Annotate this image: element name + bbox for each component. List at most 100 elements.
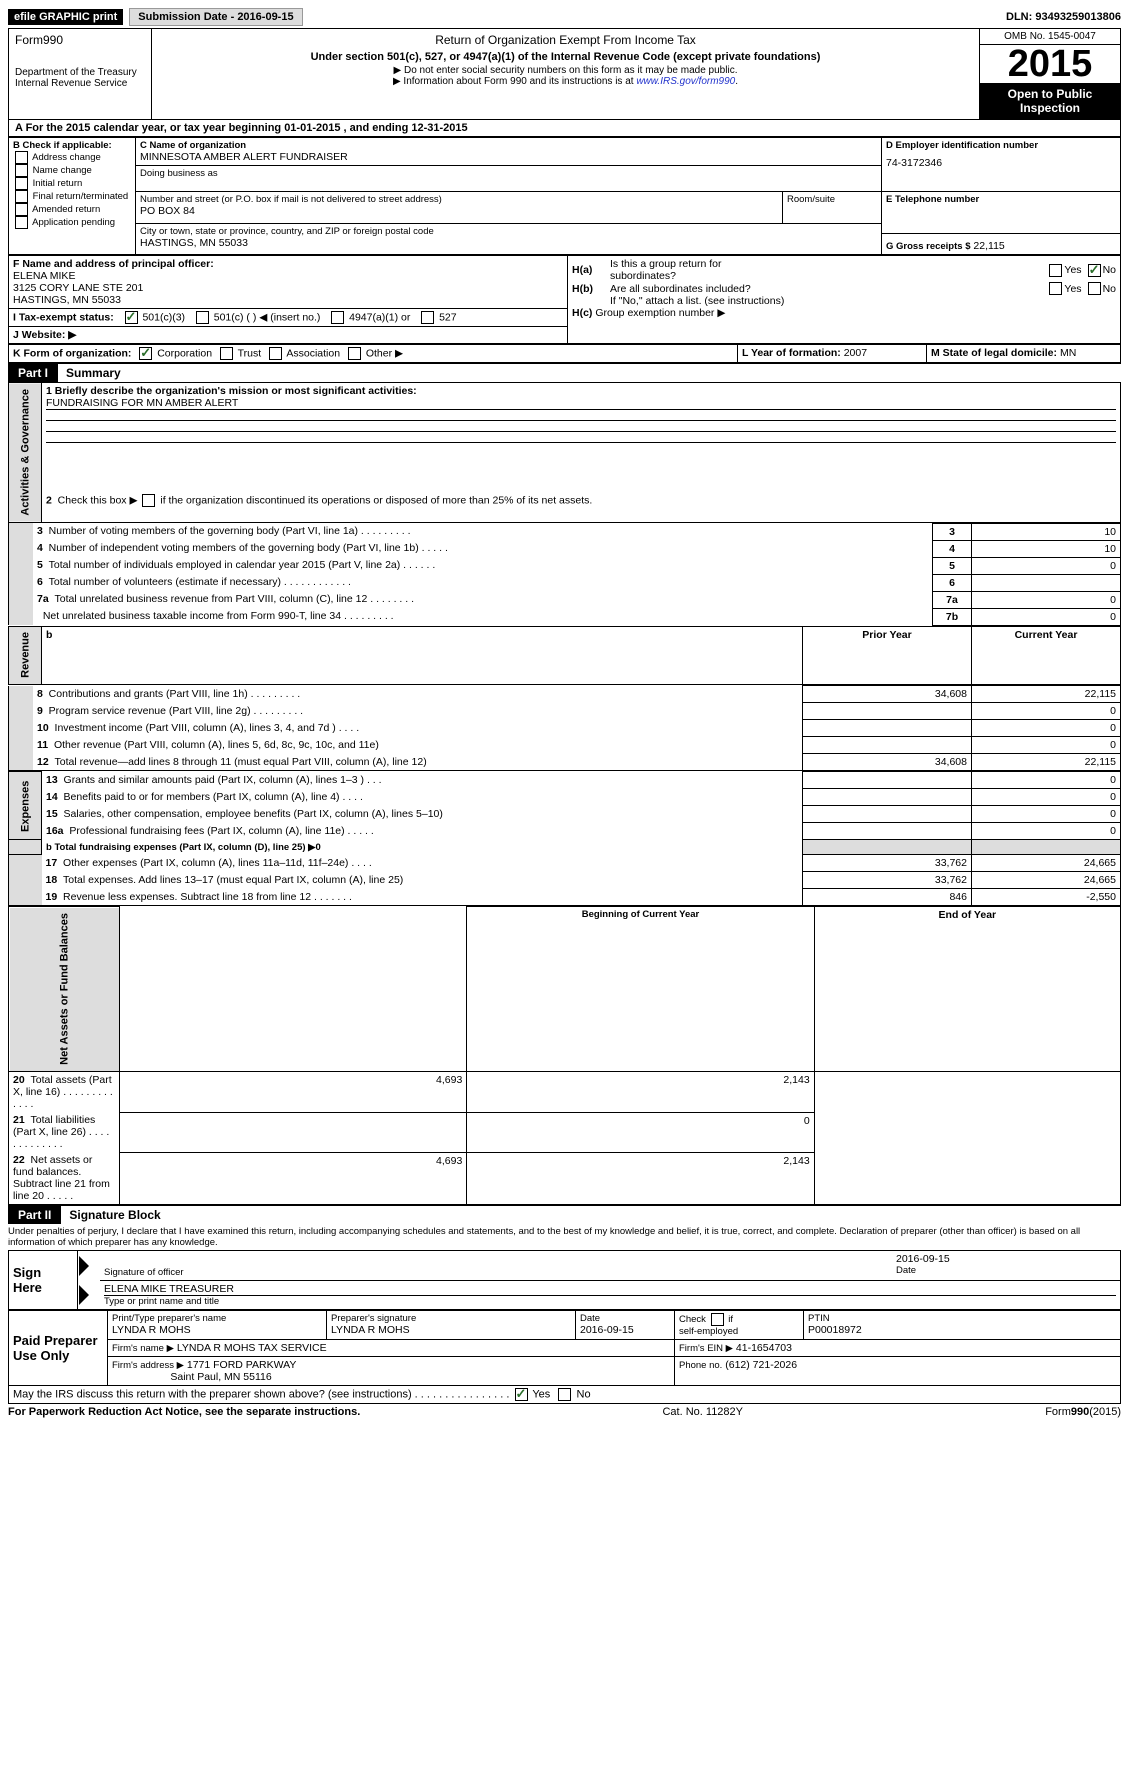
- tab-activities: Activities & Governance: [9, 383, 42, 523]
- chk-address-change[interactable]: Address change: [13, 151, 131, 164]
- 527-checkbox[interactable]: [421, 311, 434, 324]
- room-label: Room/suite: [787, 194, 877, 205]
- footer-mid: Cat. No. 11282Y: [662, 1406, 743, 1418]
- ha-yes-checkbox[interactable]: [1049, 264, 1062, 277]
- table-row: 5 Total number of individuals employed i…: [9, 557, 1121, 574]
- city-label: City or town, state or province, country…: [140, 226, 877, 237]
- discuss-row: May the IRS discuss this return with the…: [8, 1386, 1121, 1404]
- table-row: Net unrelated business taxable income fr…: [9, 608, 1121, 625]
- table-row: 18 Total expenses. Add lines 13–17 (must…: [9, 872, 1121, 889]
- 4947-checkbox[interactable]: [331, 311, 344, 324]
- tab-revenue: Revenue: [9, 626, 42, 685]
- discuss-no-checkbox[interactable]: [558, 1388, 571, 1401]
- ptin-label: PTIN: [808, 1313, 1116, 1324]
- footer-right: Form990(2015): [1045, 1406, 1121, 1418]
- form-title: Return of Organization Exempt From Incom…: [158, 33, 973, 47]
- lines-3-7-table: 3 Number of voting members of the govern…: [8, 523, 1121, 626]
- chk-initial-return[interactable]: Initial return: [13, 177, 131, 190]
- section-klm-table: K Form of organization: Corporation Trus…: [8, 344, 1121, 363]
- col-current: Current Year: [972, 626, 1121, 685]
- table-row: 20 Total assets (Part X, line 16) . . . …: [9, 1072, 1121, 1113]
- info-note-b: .: [735, 76, 738, 87]
- 501c-checkbox[interactable]: [196, 311, 209, 324]
- table-row: 14 Benefits paid to or for members (Part…: [9, 789, 1121, 806]
- 501c3-checkbox[interactable]: [125, 311, 138, 324]
- year-formation-value: 2007: [844, 347, 867, 359]
- expenses-table: Expenses 13 Grants and similar amounts p…: [8, 771, 1121, 906]
- part-i-table: Activities & Governance 1 Briefly descri…: [8, 382, 1121, 523]
- discuss-text: May the IRS discuss this return with the…: [13, 1389, 509, 1401]
- hb-yes-checkbox[interactable]: [1049, 282, 1062, 295]
- privacy-note: Do not enter social security numbers on …: [404, 65, 737, 76]
- discontinued-checkbox[interactable]: [142, 494, 155, 507]
- phone-label: E Telephone number: [886, 194, 1116, 205]
- tax-year: 2015: [980, 45, 1120, 83]
- top-bar: efile GRAPHIC print Submission Date - 20…: [8, 8, 1121, 26]
- ha-label: Is this a group return forsubordinates?: [610, 258, 1047, 282]
- city-value: HASTINGS, MN 55033: [140, 237, 877, 249]
- submission-date-button[interactable]: Submission Date - 2016-09-15: [129, 8, 302, 26]
- col-beginning: Beginning of Current Year: [467, 907, 814, 1072]
- officer-label: F Name and address of principal officer:: [13, 258, 214, 270]
- officer-addr2: HASTINGS, MN 55033: [13, 294, 121, 306]
- sig-date-value: 2016-09-15: [896, 1253, 1116, 1265]
- table-row: 15 Salaries, other compensation, employe…: [9, 806, 1121, 823]
- prep-date: 2016-09-15: [580, 1324, 670, 1336]
- efile-label: efile GRAPHIC print: [8, 9, 123, 25]
- sign-here-label: Sign Here: [9, 1251, 78, 1310]
- mission-label: 1 Briefly describe the organization's mi…: [46, 385, 417, 397]
- table-row: 22 Net assets or fund balances. Subtract…: [9, 1152, 1121, 1205]
- firm-addr-label: Firm's address ▶: [112, 1360, 184, 1371]
- firm-name-label: Firm's name ▶: [112, 1343, 174, 1354]
- tax-status-label: I Tax-exempt status:: [13, 311, 114, 323]
- org-name: MINNESOTA AMBER ALERT FUNDRAISER: [140, 151, 877, 163]
- other-checkbox[interactable]: [348, 347, 361, 360]
- table-row: 8 Contributions and grants (Part VIII, l…: [9, 686, 1121, 703]
- hb-label: Are all subordinates included?: [610, 283, 1047, 295]
- hb-no-checkbox[interactable]: [1088, 282, 1101, 295]
- dba-label: Doing business as: [140, 168, 877, 179]
- form-header: Form990 Department of the Treasury Inter…: [8, 28, 1121, 120]
- tab-net-assets: Net Assets or Fund Balances: [9, 907, 120, 1072]
- domicile-value: MN: [1060, 347, 1076, 359]
- footer-left: For Paperwork Reduction Act Notice, see …: [8, 1406, 360, 1418]
- irs-link[interactable]: www.IRS.gov/form990: [636, 76, 735, 87]
- table-row: 4 Number of independent voting members o…: [9, 540, 1121, 557]
- chk-amended[interactable]: Amended return: [13, 203, 131, 216]
- perjury-text: Under penalties of perjury, I declare th…: [8, 1224, 1121, 1250]
- col-end: End of Year: [814, 907, 1120, 1072]
- domicile-label: M State of legal domicile:: [931, 347, 1057, 359]
- table-row: 17 Other expenses (Part IX, column (A), …: [9, 855, 1121, 872]
- self-emp-checkbox[interactable]: [711, 1313, 724, 1326]
- paid-preparer-label: Paid Preparer Use Only: [9, 1311, 108, 1386]
- chk-name-change[interactable]: Name change: [13, 164, 131, 177]
- tab-expenses-spacer: [9, 840, 42, 855]
- prep-date-label: Date: [580, 1313, 670, 1324]
- dept-irs: Internal Revenue Service: [15, 78, 145, 89]
- signature-arrow-icon: [79, 1256, 89, 1276]
- ptin-value: P00018972: [808, 1324, 1116, 1336]
- table-row: Expenses 13 Grants and similar amounts p…: [9, 772, 1121, 789]
- assoc-checkbox[interactable]: [269, 347, 282, 360]
- firm-ein: 41-1654703: [736, 1342, 792, 1354]
- type-print-label: Type or print name and title: [104, 1296, 1116, 1307]
- form-org-label: K Form of organization:: [13, 347, 131, 359]
- chk-final-return[interactable]: Final return/terminated: [13, 190, 131, 203]
- dept-treasury: Department of the Treasury: [15, 67, 145, 78]
- chk-pending[interactable]: Application pending: [13, 216, 131, 229]
- preparer-table: Paid Preparer Use Only Print/Type prepar…: [8, 1310, 1121, 1386]
- trust-checkbox[interactable]: [220, 347, 233, 360]
- corp-checkbox[interactable]: [139, 347, 152, 360]
- prep-sig: LYNDA R MOHS: [331, 1324, 571, 1336]
- ein-value: 74-3172346: [886, 157, 1116, 169]
- line-a: A For the 2015 calendar year, or tax yea…: [8, 120, 1121, 137]
- section-b-heading: B Check if applicable:: [13, 140, 131, 151]
- table-row: 6 Total number of volunteers (estimate i…: [9, 574, 1121, 591]
- sig-officer-label: Signature of officer: [104, 1267, 888, 1278]
- discuss-yes-checkbox[interactable]: [515, 1388, 528, 1401]
- table-row: 19 Revenue less expenses. Subtract line …: [9, 889, 1121, 906]
- website-label: J Website: ▶: [9, 327, 568, 344]
- section-fhij-table: F Name and address of principal officer:…: [8, 255, 1121, 344]
- ha-no-checkbox[interactable]: [1088, 264, 1101, 277]
- table-row: 10 Investment income (Part VIII, column …: [9, 720, 1121, 737]
